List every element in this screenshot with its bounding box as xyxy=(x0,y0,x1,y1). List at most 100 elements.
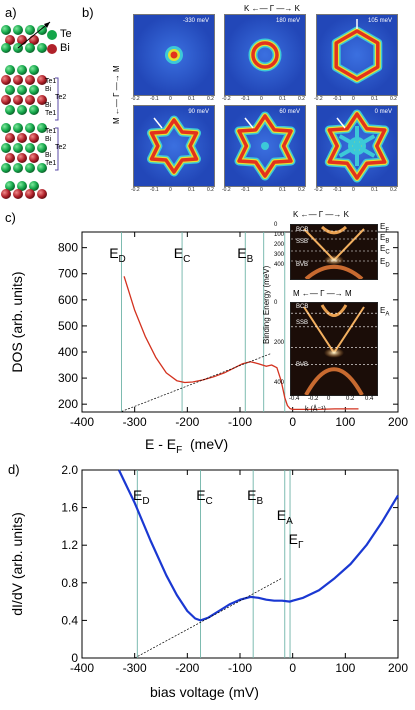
x-tick-label: -400 xyxy=(70,415,94,429)
x-tick-label: -100 xyxy=(228,415,252,429)
te-atom xyxy=(1,123,11,133)
energy-map-label: -330 meV xyxy=(182,18,209,24)
y-axis-label: dI/dV (arb. units) xyxy=(9,512,25,616)
map-tick-label: -0.2 xyxy=(131,96,140,102)
y-tick-label: 800 xyxy=(58,241,78,255)
x-tick-label: 200 xyxy=(388,661,408,675)
te-atom xyxy=(37,43,47,53)
map-tick-label: 0.2 xyxy=(390,96,397,102)
surface-band xyxy=(333,306,365,354)
arpes-top-energy-label: ED xyxy=(380,257,390,269)
arpes-ylabel: Binding Energy (meV) xyxy=(262,265,271,345)
map-tick-label: -0.2 xyxy=(314,96,323,102)
axis-left-top: M xyxy=(112,65,121,73)
map-tick-label: -0.1 xyxy=(150,187,159,193)
map-tick-label: 0.1 xyxy=(371,96,378,102)
te-atom xyxy=(25,143,35,153)
map-tick-label: -0.1 xyxy=(333,96,342,102)
layer-label: Te2 xyxy=(55,94,67,101)
arpes-bottom-y-tick: 400 xyxy=(274,380,285,386)
te-atom xyxy=(37,25,47,35)
energy-map-label: 180 meV xyxy=(275,18,300,24)
bi-atom xyxy=(5,153,15,163)
map-tick-label: 0 xyxy=(169,96,172,102)
arpes-top-energy-label: EF xyxy=(380,222,390,234)
te-atom xyxy=(37,143,47,153)
energy-map-image xyxy=(225,15,305,95)
energy-map-tile: -330 meV xyxy=(133,14,215,96)
dirac-point xyxy=(324,255,344,266)
arrow-icon xyxy=(244,117,254,129)
surface-band xyxy=(303,228,335,261)
te-atom xyxy=(13,143,23,153)
map-tick-label: 0 xyxy=(352,187,355,193)
conduction-band xyxy=(320,225,348,235)
constant-energy-maps: K ←— Γ —→ K M ←— Γ —→ M -330 meV -0.2 -0.1… xyxy=(0,0,415,205)
arpes-top-y-tick: 300 xyxy=(274,252,285,258)
valence-band xyxy=(304,367,364,396)
te-atom xyxy=(1,163,11,173)
map-tick-label: 0.1 xyxy=(279,187,286,193)
energy-map-tile: 180 meV xyxy=(224,14,306,96)
tangent-line xyxy=(121,352,272,412)
arpes-bottom-y-tick: 200 xyxy=(274,340,285,346)
bi-atom xyxy=(13,95,23,105)
bi-atom xyxy=(13,189,23,199)
arpes-top-band-label: BVB xyxy=(296,262,309,268)
x-tick-label: -200 xyxy=(175,415,199,429)
bi-atom xyxy=(37,95,47,105)
arpes-top-axis-left: K xyxy=(293,210,299,219)
axis-top-right: K xyxy=(294,4,300,13)
arrow-icon xyxy=(153,117,163,129)
layer-label: Bi xyxy=(45,152,52,159)
map-tick-label: 0.2 xyxy=(298,96,305,102)
y-axis-label: DOS (arb. units) xyxy=(9,271,25,372)
energy-map-image xyxy=(134,15,214,95)
x-tick-label: -200 xyxy=(175,661,199,675)
te-atom xyxy=(17,65,27,75)
x-tick-label: 0 xyxy=(289,415,296,429)
arpes-top-axis: K ←— Γ —→ K xyxy=(293,210,349,219)
layer-label: Bi xyxy=(45,86,52,93)
x-tick-label: -300 xyxy=(123,661,147,675)
bi-atom xyxy=(29,133,39,143)
y-tick-label: 0.4 xyxy=(61,613,78,627)
energy-map-label: 60 meV xyxy=(279,109,300,115)
arpes-bottom-energy-label: EA xyxy=(380,306,390,318)
te-atom xyxy=(1,143,11,153)
map-axis-top: K ←— Γ —→ K xyxy=(244,4,300,13)
map-tick-label: 0.1 xyxy=(188,187,195,193)
energy-marker-label: EC xyxy=(196,487,213,507)
crystal-structure xyxy=(1,21,59,199)
y-tick-label: 0 xyxy=(71,651,78,665)
arpes-top-y-tick: 0 xyxy=(274,222,278,228)
bi-atom xyxy=(25,95,35,105)
bi-atom xyxy=(37,189,47,199)
arpes-top-y-tick: 200 xyxy=(274,242,285,248)
te-atom xyxy=(5,85,15,95)
y-tick-label: 1.2 xyxy=(61,538,78,552)
map-tick-label: 0.1 xyxy=(279,96,286,102)
te-atom xyxy=(25,163,35,173)
arpes-top-y-tick: 100 xyxy=(274,232,285,238)
layer-label: Bi xyxy=(45,102,52,109)
arpes-bottom-x-tick: 0.2 xyxy=(346,396,355,402)
bi-atom xyxy=(17,133,27,143)
panel-label-a: a) xyxy=(5,5,17,20)
data-series xyxy=(117,469,399,622)
map-tick-label: 0.2 xyxy=(390,187,397,193)
layer-label: Te1 xyxy=(45,78,57,85)
energy-marker-label: EB xyxy=(247,487,263,507)
bi-atom xyxy=(5,35,15,45)
y-tick-label: 700 xyxy=(58,267,78,281)
y-tick-label: 600 xyxy=(58,293,78,307)
x-tick-label: 0 xyxy=(289,661,296,675)
arpes-inset-top xyxy=(290,224,378,281)
map-tick-label: 0 xyxy=(260,96,263,102)
arpes-top-axis-right: K xyxy=(343,210,349,219)
bi-swatch-icon xyxy=(47,44,57,54)
map-tick-label: 0.2 xyxy=(298,187,305,193)
arpes-top-band-label: BCB xyxy=(296,227,309,233)
y-tick-label: 2.0 xyxy=(61,463,78,477)
arpes-bottom-x-tick: -0.2 xyxy=(308,396,319,402)
